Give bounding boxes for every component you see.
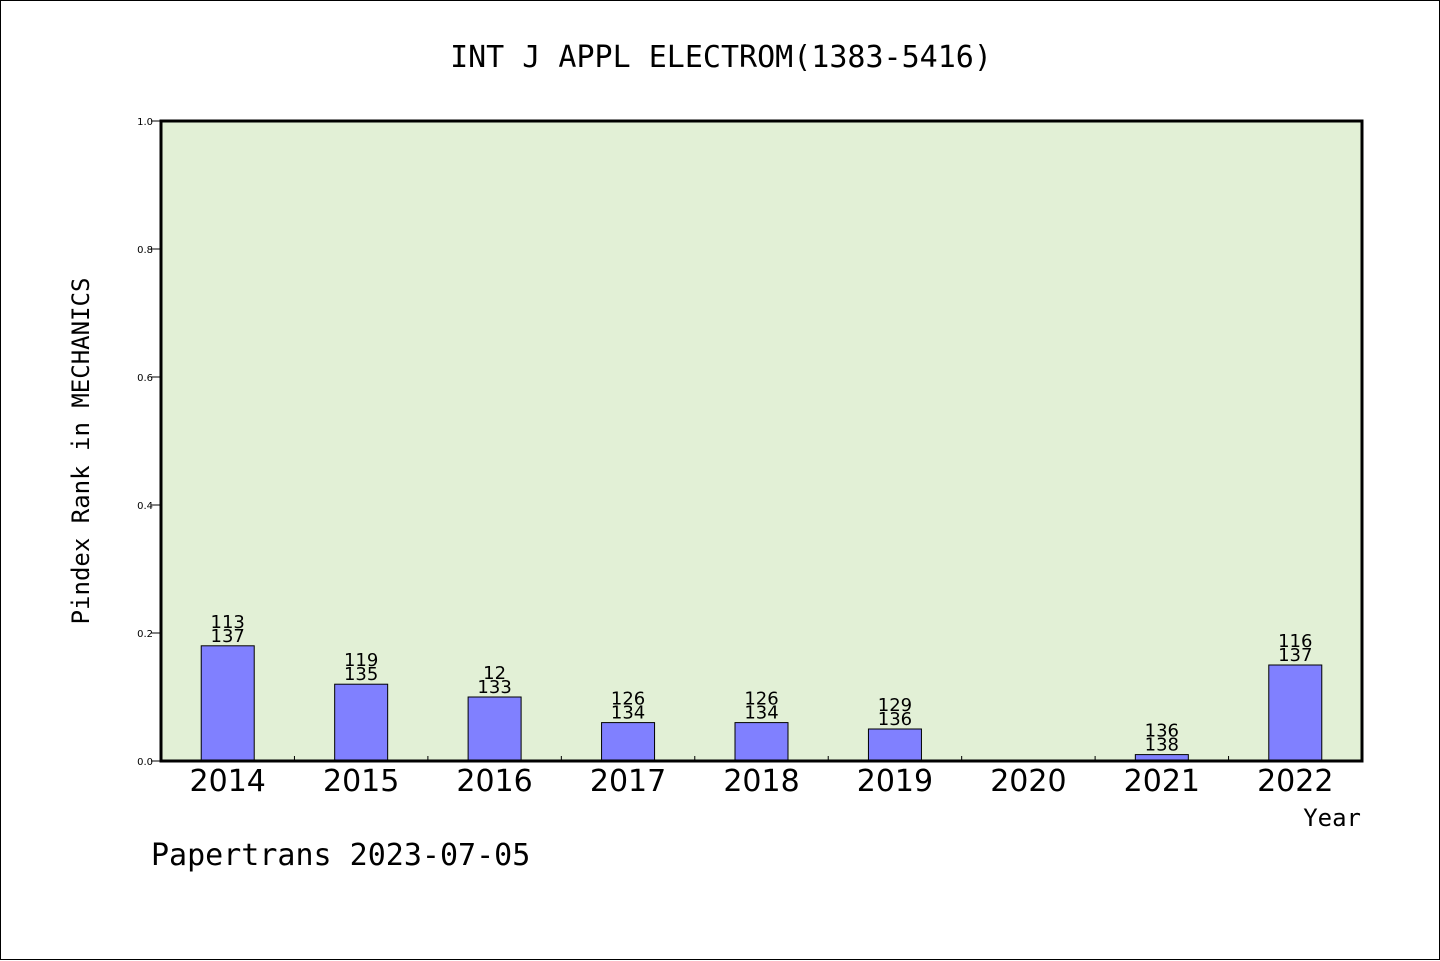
y-tick-label: 0.8 [137, 245, 153, 256]
bar-total-label: 137 [1278, 645, 1312, 666]
bar-2014 [200, 645, 255, 762]
bar-2022 [1268, 664, 1323, 762]
bar-total-label: 134 [744, 703, 778, 724]
y-axis: 0.0 0.2 0.4 0.6 0.8 1.0 [137, 117, 161, 768]
bar-total-label: 135 [344, 664, 378, 685]
bar-rank-label: 119 [344, 650, 378, 671]
y-tick-label: 0.0 [137, 757, 153, 768]
bar-total-label: 133 [477, 677, 511, 698]
plot-area [161, 121, 1362, 761]
bar-rank-label: 129 [878, 695, 912, 716]
x-tick-label: 2018 [723, 764, 799, 799]
x-tick-label: 2017 [590, 764, 666, 799]
x-tick-label: 2014 [190, 764, 266, 799]
x-tick-label: 2016 [456, 764, 532, 799]
bar-rank-label: 12 [483, 663, 506, 684]
bar-total-label: 134 [611, 703, 645, 724]
y-axis-label: Pindex Rank in MECHANICS [67, 278, 95, 625]
bar-rank-label: 136 [1145, 721, 1179, 742]
x-axis: 2014 2015 2016 2017 2018 2019 2020 2021 2022 [190, 756, 1333, 799]
bar-rank-label: 113 [211, 612, 245, 633]
bar-rank-label: 126 [611, 689, 645, 710]
bar-2015 [334, 683, 389, 762]
x-axis-label: Year [1303, 804, 1361, 832]
y-tick-label: 0.2 [137, 629, 153, 640]
y-tick-label: 0.4 [137, 501, 153, 512]
bar-total-label: 138 [1145, 735, 1179, 756]
x-tick-label: 2019 [857, 764, 933, 799]
x-tick-label: 2015 [323, 764, 399, 799]
bar-rank-label: 116 [1278, 631, 1312, 652]
bar-rank-label: 126 [744, 689, 778, 710]
bar-2018 [734, 722, 789, 762]
x-tick-label: 2020 [990, 764, 1066, 799]
x-tick-label: 2021 [1124, 764, 1200, 799]
bar-2017 [601, 722, 656, 762]
bar-2016 [467, 696, 522, 762]
bars-group [200, 645, 1323, 762]
footer-credit: Papertrans 2023-07-05 [151, 838, 530, 873]
x-tick-label: 2022 [1257, 764, 1333, 799]
plot-border [159, 119, 1364, 763]
y-tick-label: 0.6 [137, 373, 153, 384]
y-tick-label: 1.0 [137, 117, 153, 128]
chart-title: INT J APPL ELECTROM(1383-5416) [450, 40, 992, 75]
bar-total-label: 136 [878, 709, 912, 730]
bar-2019 [867, 728, 922, 762]
bar-total-label: 137 [211, 626, 245, 647]
